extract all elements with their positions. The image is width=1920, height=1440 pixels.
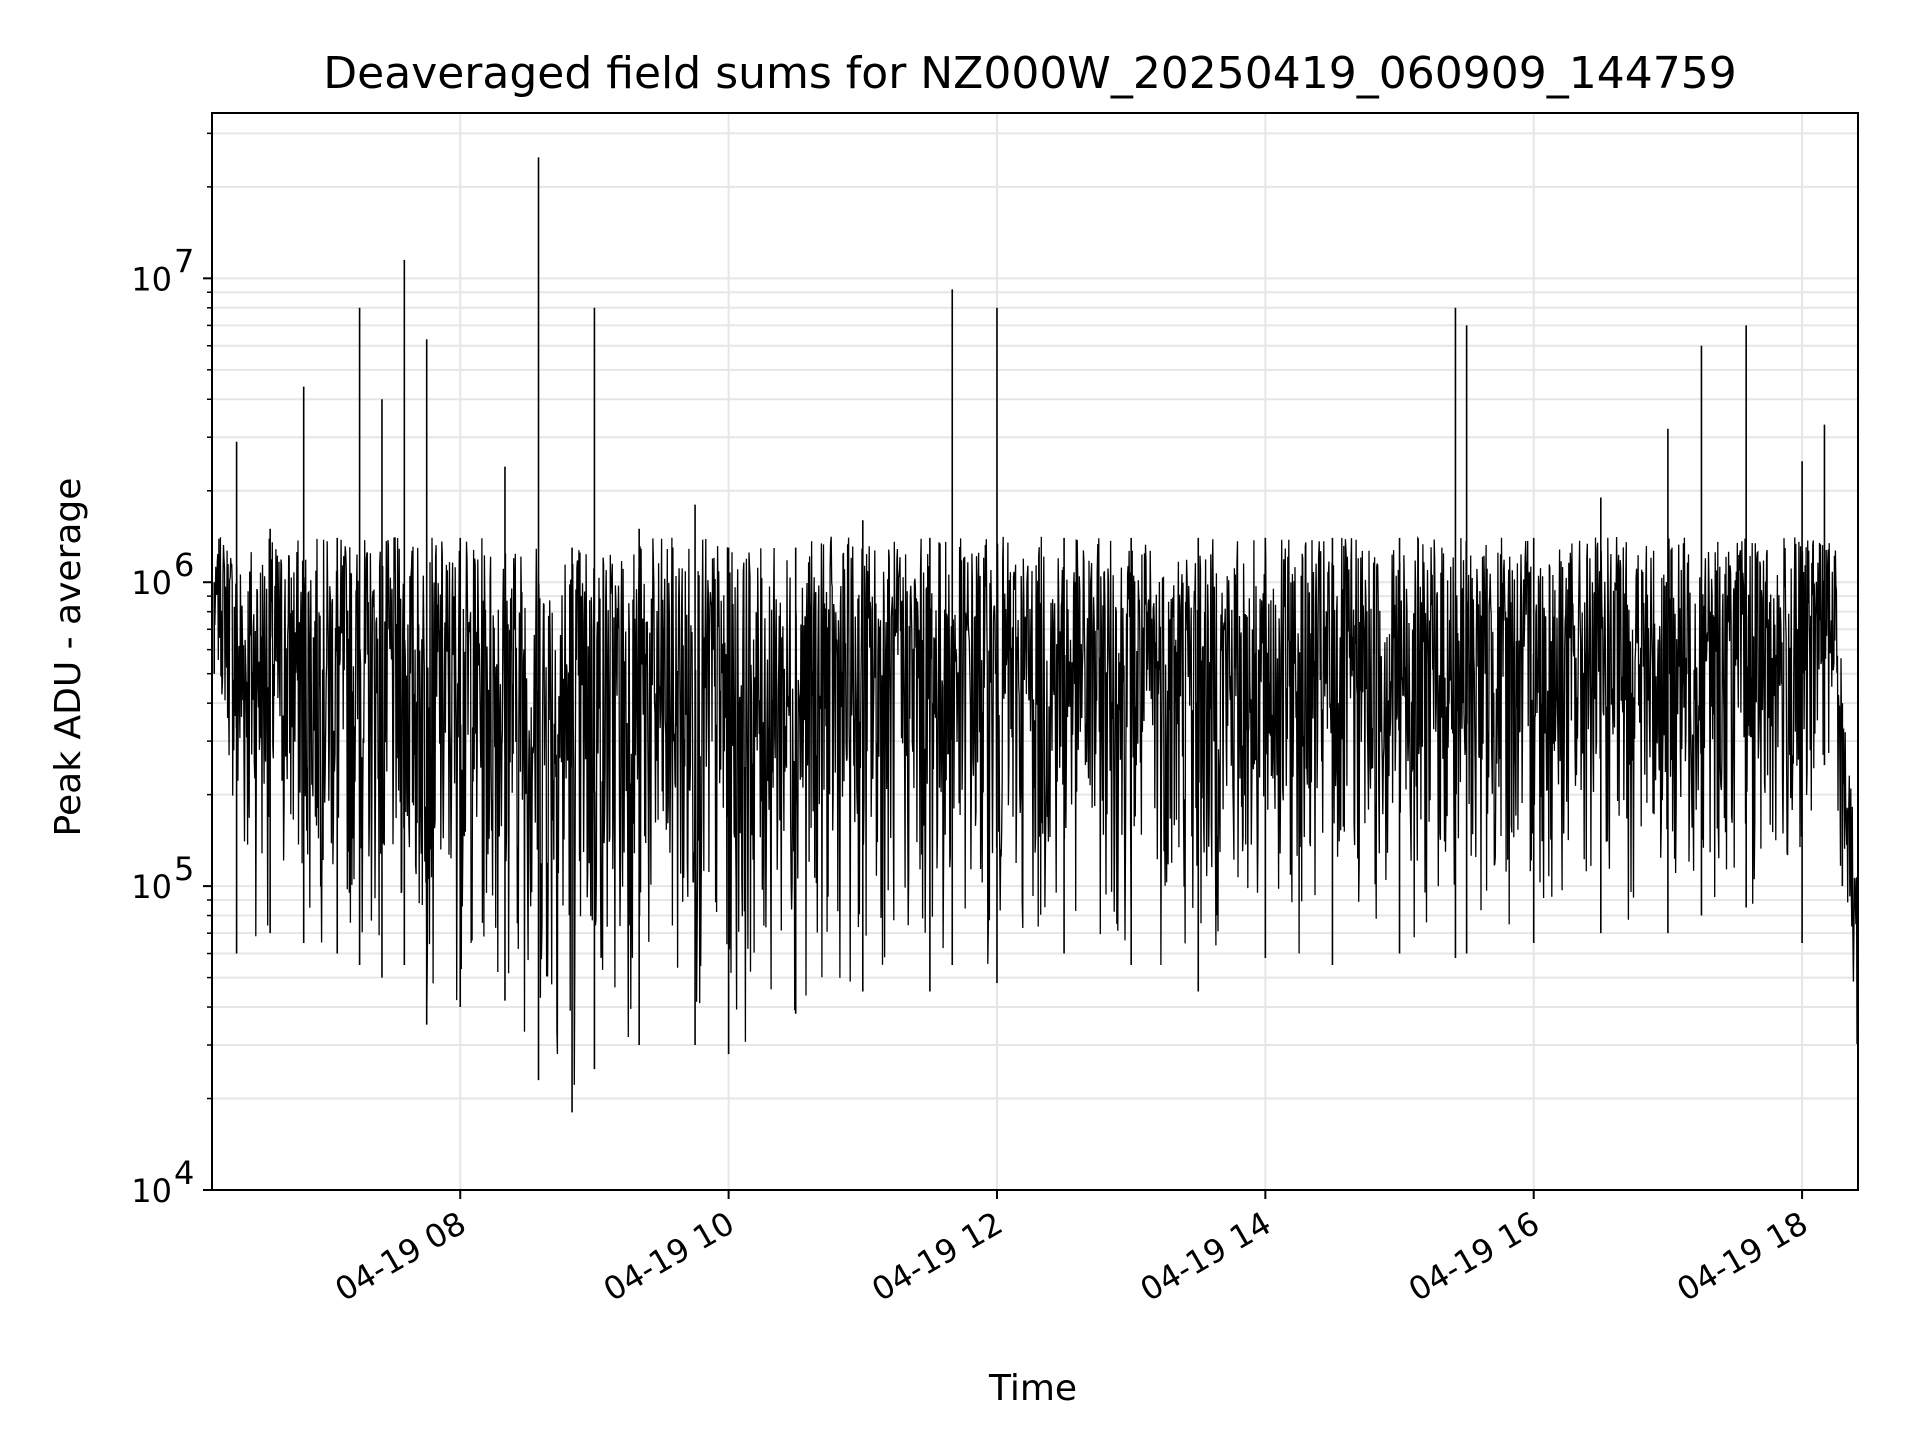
- y-tick-label: 10: [131, 260, 172, 298]
- plot-frame: [211, 112, 1859, 1191]
- chart-title: Deaveraged field sums for NZ000W_2025041…: [323, 48, 1736, 99]
- x-axis-label: Time: [988, 1368, 1077, 1409]
- y-tick-label: 10: [131, 564, 172, 602]
- y-axis-label: Peak ADU - average: [48, 478, 89, 837]
- y-tick-exponent: 5: [174, 850, 194, 888]
- y-tick-exponent: 7: [174, 242, 194, 280]
- y-tick-exponent: 6: [174, 546, 194, 584]
- y-tick-label: 10: [131, 868, 172, 906]
- y-tick-exponent: 4: [174, 1154, 194, 1192]
- series-line: [213, 157, 1859, 1120]
- series-trace: [213, 536, 1859, 1085]
- y-tick-label: 10: [131, 1172, 172, 1210]
